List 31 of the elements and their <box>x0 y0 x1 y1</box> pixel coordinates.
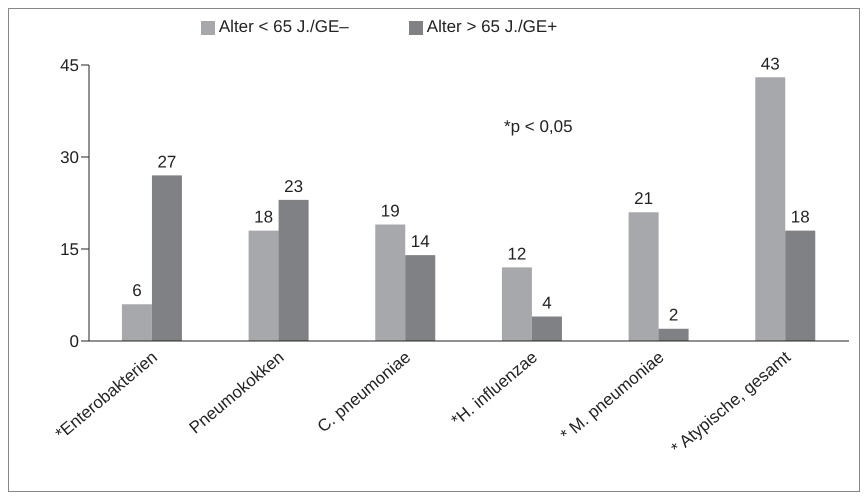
bar <box>502 267 532 341</box>
y-tick-label: 30 <box>60 148 79 168</box>
bar <box>628 212 659 341</box>
data-label: 2 <box>668 306 678 325</box>
data-label: 4 <box>542 293 552 312</box>
bar <box>248 230 279 341</box>
y-tick-label: 0 <box>70 332 79 352</box>
bar <box>405 255 436 341</box>
data-label: 27 <box>157 152 176 172</box>
y-tick-label: 45 <box>60 56 79 76</box>
data-label: 43 <box>760 54 780 74</box>
bar <box>785 230 816 341</box>
legend-label: Alter > 65 J./GE+ <box>426 17 558 36</box>
annotation: *p < 0,05 <box>504 117 573 137</box>
data-label: 21 <box>634 189 654 208</box>
data-label: 12 <box>507 244 526 264</box>
data-label: 19 <box>380 201 400 220</box>
bar <box>532 316 562 341</box>
y-tick-label: 15 <box>60 240 79 260</box>
data-label: 6 <box>132 281 142 300</box>
bar <box>658 328 689 341</box>
bar <box>375 224 406 341</box>
data-label: 18 <box>790 208 810 227</box>
bar <box>755 77 786 341</box>
legend-label: Alter < 65 J./GE– <box>218 17 349 36</box>
data-label: 18 <box>254 208 274 227</box>
bar <box>122 304 152 341</box>
bar <box>152 175 182 341</box>
data-label: 23 <box>284 176 304 196</box>
data-label: 14 <box>410 232 430 252</box>
bar <box>278 200 309 341</box>
